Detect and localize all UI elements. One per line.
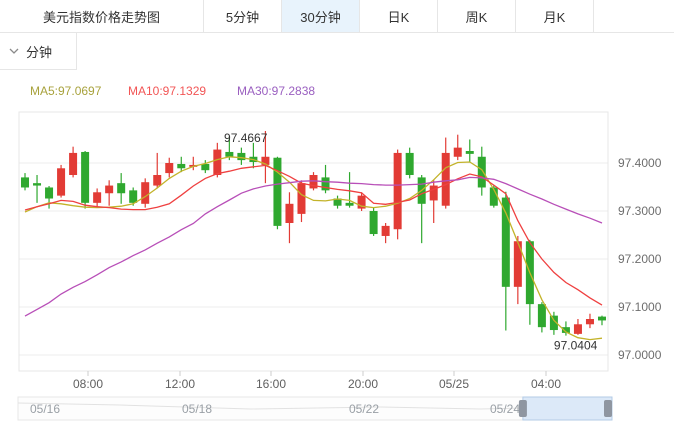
ma-line-ma10: [24, 164, 603, 306]
period-dropdown[interactable]: 分钟: [0, 33, 77, 70]
tab-5min[interactable]: 5分钟: [204, 0, 282, 32]
tab-daily[interactable]: 日K: [360, 0, 438, 32]
candle-body: [369, 211, 378, 235]
y-axis-label: 97.1000: [618, 300, 662, 314]
navigator-date-label: 05/18: [182, 402, 212, 416]
candle-body: [429, 185, 438, 201]
candle-body: [69, 152, 78, 175]
candle-body: [513, 241, 522, 287]
navigator-left-handle[interactable]: [518, 400, 527, 417]
ma-line-ma5: [24, 156, 603, 341]
candle-body: [573, 324, 582, 334]
plot-border: [18, 111, 609, 372]
ma10-value: MA10:97.1329: [128, 84, 207, 98]
candle-body: [309, 175, 318, 189]
candle-body: [537, 304, 546, 328]
high-price-annotation: 97.4667: [224, 131, 268, 145]
x-axis-label: 12:00: [165, 377, 195, 391]
candle-body: [105, 185, 114, 194]
candle-body: [57, 168, 66, 196]
navigator-date-label: 05/22: [349, 402, 379, 416]
candle-body: [321, 177, 330, 191]
candle-body: [177, 163, 186, 169]
candle-body: [201, 163, 210, 171]
candle-body: [549, 315, 558, 331]
y-axis-label: 97.2000: [618, 252, 662, 266]
candle-body: [129, 190, 138, 203]
candle-body: [285, 203, 294, 223]
x-axis-label: 08:00: [73, 377, 103, 391]
ma30-value: MA30:97.2838: [237, 84, 316, 98]
navigator-right-handle[interactable]: [604, 400, 612, 417]
candle-body: [81, 151, 90, 203]
candle-body: [477, 156, 486, 188]
candle-body: [561, 327, 570, 333]
candle-body: [345, 202, 354, 206]
candle-body: [381, 225, 390, 236]
candle-body: [501, 197, 510, 287]
candle-body: [225, 151, 234, 157]
candle-body: [597, 316, 606, 321]
tab-monthly[interactable]: 月K: [516, 0, 594, 32]
candle-body: [117, 183, 126, 194]
x-axis-label: 05/25: [439, 377, 469, 391]
x-axis-label: 20:00: [348, 377, 378, 391]
y-axis-label: 97.3000: [618, 204, 662, 218]
candle-body: [453, 147, 462, 157]
candle-body: [489, 187, 498, 206]
candle-body: [93, 192, 102, 203]
page-title: 美元指数价格走势图: [0, 0, 204, 32]
candle-body: [465, 151, 474, 154]
candle-body: [237, 152, 246, 161]
candle-body: [21, 177, 30, 188]
low-price-annotation: 97.0404: [554, 339, 598, 353]
navigator-selection[interactable]: [522, 396, 613, 421]
candle-body: [297, 183, 306, 214]
x-axis-label: 04:00: [531, 377, 561, 391]
tab-weekly[interactable]: 周K: [438, 0, 516, 32]
candle-body: [357, 195, 366, 209]
period-dropdown-label: 分钟: [26, 44, 53, 60]
ma5-value: MA5:97.0697: [30, 84, 102, 98]
candle-body: [165, 163, 174, 174]
candle-body: [213, 149, 222, 175]
y-axis-label: 97.4000: [618, 156, 662, 170]
navigator-date-label: 05/16: [30, 402, 60, 416]
chart-header: 美元指数价格走势图 5分钟 30分钟 日K 周K 月K: [0, 0, 674, 33]
candle-body: [33, 183, 42, 186]
tab-30min[interactable]: 30分钟: [282, 0, 360, 32]
candle-body: [141, 182, 150, 204]
candle-body: [393, 152, 402, 230]
ma-line-ma30: [24, 176, 603, 317]
candle-body: [153, 175, 162, 186]
candle-body: [273, 157, 282, 226]
navigator-date-label: 05/24: [490, 402, 520, 416]
candle-body: [585, 319, 594, 325]
candle-body: [261, 156, 270, 165]
x-axis-label: 16:00: [256, 377, 286, 391]
candle-body: [405, 152, 414, 175]
candle-body: [333, 198, 342, 206]
chevron-down-icon: [9, 48, 19, 54]
ma-legend: MA5:97.0697 MA10:97.1329 MA30:97.2838: [0, 84, 674, 100]
candle-body: [441, 152, 450, 206]
y-axis-label: 97.0000: [618, 348, 662, 362]
candle-body: [45, 187, 54, 199]
